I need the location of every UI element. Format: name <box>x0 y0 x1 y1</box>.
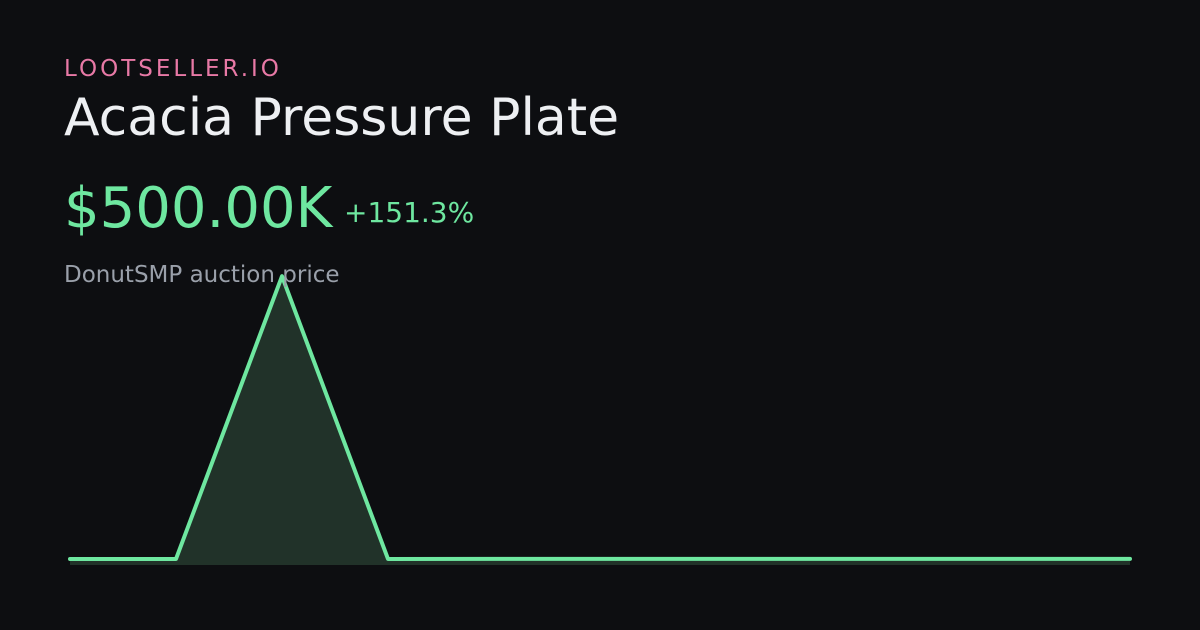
area <box>70 276 1130 565</box>
price-line <box>68 274 1132 561</box>
change: +151.3% <box>344 196 475 229</box>
price: $500.00K <box>64 176 333 241</box>
brand: LOOTSELLER.IO <box>64 56 282 82</box>
title: Acacia Pressure Plate <box>64 88 620 148</box>
subtitle: DonutSMP auction price <box>64 262 340 288</box>
